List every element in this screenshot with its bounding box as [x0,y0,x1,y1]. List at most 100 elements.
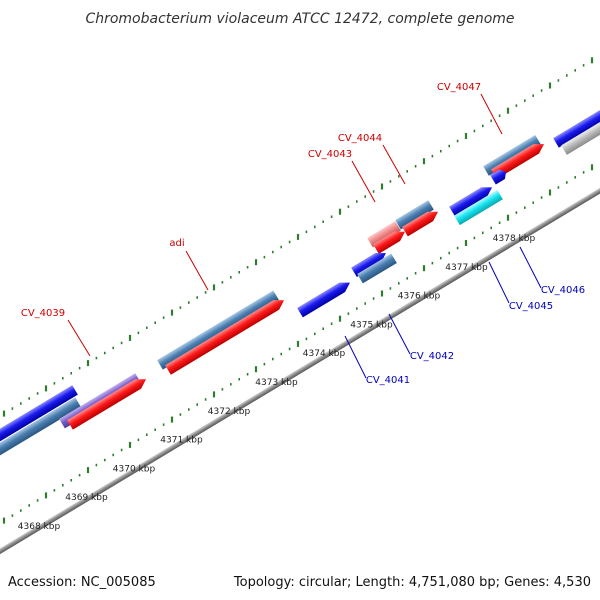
gene-feature [357,253,397,284]
reverse-tick [53,489,56,492]
forward-tick [456,139,459,143]
reverse-tick [356,307,358,310]
reverse-tick [204,398,207,401]
gene-label-leader [382,144,406,185]
reverse-tick [398,282,400,285]
gene-label: CV_4044 [338,133,382,144]
reverse-tick [557,186,560,189]
gene-label-leader [488,261,510,304]
gene-feature [367,221,401,248]
gene-label: CV_4039 [21,308,65,319]
gene-feature [157,290,279,370]
reverse-tick [263,362,266,366]
gene-arrow [561,116,600,155]
gene-arrow [297,282,350,318]
forward-tick [582,64,585,67]
reverse-tick [296,340,300,347]
gene-feature [351,253,386,278]
gene-feature [454,189,503,226]
gene-feature [165,300,285,375]
scale-label: 4377 kbp [445,263,488,273]
forward-tick [440,149,442,153]
reverse-tick [364,302,366,305]
forward-tick [431,154,434,158]
reverse-tick [154,428,156,431]
scale-label: 4375 kbp [350,320,393,330]
reverse-tick [448,251,450,255]
scale-label: 4371 kbp [160,436,203,446]
forward-tick [95,356,98,360]
reverse-tick [188,408,190,411]
forward-tick [380,183,384,190]
reverse-tick [414,272,417,275]
forward-tick [422,158,426,165]
scale-label: 4378 kbp [493,234,536,244]
forward-tick [263,255,266,259]
gene-label-leader [519,246,542,289]
reverse-tick [212,391,216,398]
reverse-tick [2,517,6,524]
forward-tick [179,306,182,309]
gene-features [0,104,600,460]
gene-feature [297,282,350,318]
reverse-tick [590,164,594,171]
reverse-tick [78,473,81,477]
scale-label: 4374 kbp [303,349,346,359]
forward-tick [70,372,72,375]
reverse-tick [128,441,132,448]
genome-summary: Topology: circular; Length: 4,751,080 bp… [233,575,591,590]
scale-label: 4373 kbp [255,378,298,388]
gene-arrow [165,300,285,375]
accession-text: Accession: NC_005085 [8,575,156,590]
gene-arrow [351,253,386,278]
forward-tick [137,331,140,335]
reverse-tick [28,504,30,507]
gene-feature [449,187,493,217]
reverse-tick [179,413,182,416]
reverse-tick [221,388,224,391]
reverse-tick [146,433,148,436]
forward-tick [254,259,258,266]
forward-tick [86,360,90,367]
reverse-tick [246,373,249,376]
gene-arrow [490,169,507,185]
reverse-tick [70,479,72,482]
forward-tick [506,107,510,114]
forward-tick [406,170,408,173]
forward-tick [170,309,174,316]
gene-label: CV_4045 [509,301,553,312]
reverse-tick [20,509,22,512]
gene-label: CV_4042 [410,351,454,362]
forward-tick [372,190,375,193]
forward-tick [272,250,274,254]
forward-tick [548,82,552,89]
forward-tick [557,79,560,82]
gene-label-leader [480,93,503,135]
gene-arrow [449,187,493,217]
backbone [0,0,600,562]
reverse-tick [456,246,459,250]
forward-tick [540,89,543,92]
forward-tick [280,245,282,249]
scale-label: 4372 kbp [208,407,251,417]
gene-feature [0,385,78,446]
reverse-tick [314,332,316,336]
reverse-tick [112,453,114,457]
reverse-tick [330,322,333,325]
forward-tick [154,321,156,324]
reverse-tick [515,211,518,214]
forward-tick [112,346,114,350]
forward-tick [473,129,476,133]
gene-label: CV_4046 [541,285,585,296]
gene-box [357,253,397,284]
forward-tick [62,377,64,380]
forward-tick [330,215,333,218]
forward-ticks [2,57,594,417]
reverse-tick [372,297,375,300]
reverse-tick [490,226,492,230]
reverse-tick [440,256,442,260]
gene-labels: CV_4039 adi CV_4043 CV_4044 CV_4047 CV_4041 CV… [21,82,585,386]
forward-tick [53,382,56,385]
gene-arrow [553,104,600,148]
forward-tick [356,200,358,203]
